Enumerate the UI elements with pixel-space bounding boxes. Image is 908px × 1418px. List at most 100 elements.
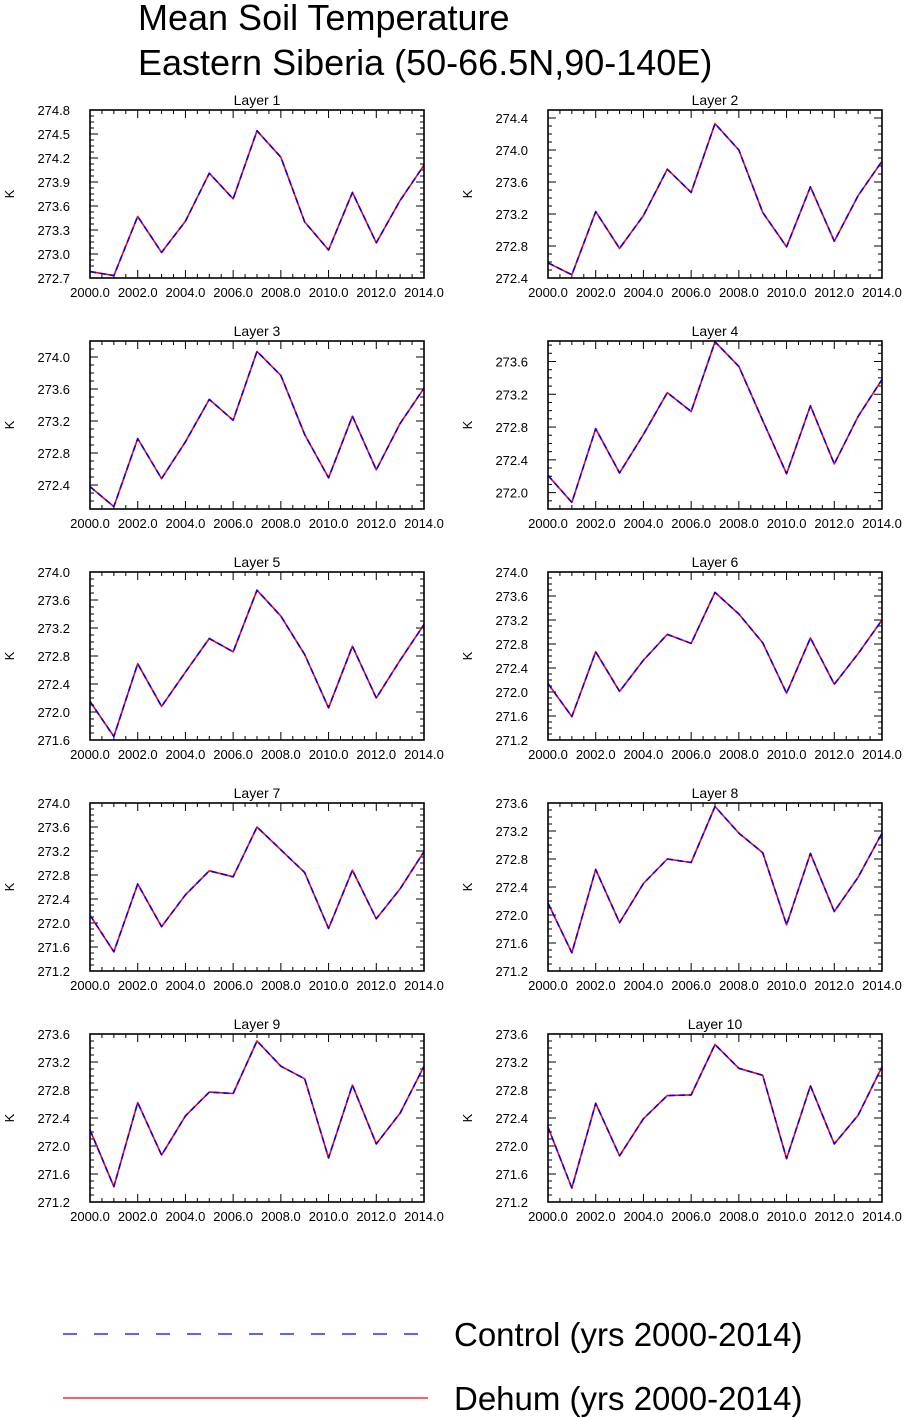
panel-layer-4: Layer 4 K 2000.0 2002.0 2004.0 2006.0 2008.0 20…: [460, 323, 902, 531]
control-series-line: [548, 805, 882, 954]
x-tick-label: 2010.0: [767, 747, 807, 762]
panel-layer-2: Layer 2 K 2000.0 2002.0 2004.0 2006.0 2008.0 20…: [460, 92, 902, 300]
x-tick-label: 2012.0: [814, 516, 854, 531]
y-tick-label: 272.8: [495, 1083, 528, 1098]
y-tick-label: 273.2: [495, 387, 528, 402]
control-series-line: [548, 122, 882, 276]
y-tick-label: 272.8: [37, 649, 70, 664]
dehum-series-line: [90, 589, 424, 738]
x-tick-label: 2012.0: [814, 747, 854, 762]
y-tick-label: 272.4: [495, 453, 528, 468]
y-tick-label: 274.0: [37, 350, 70, 365]
y-tick-label: 272.8: [37, 868, 70, 883]
x-tick-label: 2014.0: [404, 285, 444, 300]
x-tick-label: 2012.0: [814, 285, 854, 300]
dehum-series-line: [90, 1040, 424, 1188]
y-tick-label: 271.6: [495, 936, 528, 951]
x-tick-label: 2004.0: [624, 516, 664, 531]
x-tick-label: 2004.0: [624, 978, 664, 993]
x-tick-label: 2002.0: [576, 978, 616, 993]
x-tick-label: 2008.0: [719, 516, 759, 531]
x-tick-label: 2006.0: [213, 1209, 253, 1224]
y-tick-label: 271.2: [495, 964, 528, 979]
y-tick-label: 272.8: [495, 239, 528, 254]
y-tick-label: 273.6: [495, 589, 528, 604]
x-tick-label: 2012.0: [814, 978, 854, 993]
y-axis-label: K: [460, 882, 475, 891]
panels: Layer 1 K 2000.0 2002.0 2004.0 2006.0 2008.0 20…: [2, 92, 902, 1224]
x-tick-label: 2010.0: [309, 1209, 349, 1224]
panel-layer-3: Layer 3 K 2000.0 2002.0 2004.0 2006.0 2008.0 20…: [2, 323, 444, 531]
plot-frame: [89, 802, 425, 972]
dehum-series-line: [548, 122, 882, 276]
x-tick-label: 2006.0: [213, 978, 253, 993]
panel-title: Layer 1: [234, 92, 281, 108]
y-tick-label: 273.6: [37, 382, 70, 397]
y-tick-label: 273.3: [37, 223, 70, 238]
y-tick-label: 273.6: [37, 593, 70, 608]
control-series-line: [90, 826, 424, 953]
y-tick-label: 273.2: [37, 621, 70, 636]
x-tick-label: 2008.0: [719, 978, 759, 993]
y-tick-label: 272.0: [495, 1139, 528, 1154]
x-tick-label: 2006.0: [213, 285, 253, 300]
y-tick-label: 272.4: [495, 1111, 528, 1126]
x-tick-label: 2012.0: [814, 1209, 854, 1224]
x-tick-label: 2014.0: [862, 978, 902, 993]
x-tick-label: 2006.0: [671, 285, 711, 300]
y-tick-label: 271.6: [495, 709, 528, 724]
y-tick-label: 274.0: [495, 143, 528, 158]
y-tick-label: 273.6: [495, 175, 528, 190]
y-tick-label: 272.8: [37, 1083, 70, 1098]
legend-dehum-label: Dehum (yrs 2000-2014): [454, 1380, 803, 1417]
control-series-line: [548, 1043, 882, 1189]
x-tick-label: 2000.0: [70, 285, 110, 300]
y-axis-label: K: [460, 189, 475, 198]
panel-title: Layer 4: [692, 323, 739, 339]
y-axis-label: K: [2, 651, 17, 660]
x-tick-label: 2002.0: [576, 516, 616, 531]
x-tick-label: 2006.0: [671, 1209, 711, 1224]
y-tick-label: 272.0: [495, 685, 528, 700]
y-tick-label: 273.2: [495, 824, 528, 839]
x-tick-label: 2012.0: [356, 516, 396, 531]
panel-title: Layer 2: [692, 92, 739, 108]
figure-title-line-2: Eastern Siberia (50-66.5N,90-140E): [138, 42, 712, 83]
x-tick-label: 2010.0: [767, 978, 807, 993]
dehum-series-line: [548, 341, 882, 504]
x-tick-label: 2010.0: [309, 978, 349, 993]
x-tick-label: 2004.0: [166, 978, 206, 993]
y-tick-label: 271.2: [37, 964, 70, 979]
x-tick-label: 2012.0: [356, 747, 396, 762]
x-tick-label: 2006.0: [213, 516, 253, 531]
y-tick-label: 272.8: [495, 852, 528, 867]
y-axis-label: K: [2, 882, 17, 891]
y-tick-label: 272.0: [495, 486, 528, 501]
x-tick-label: 2004.0: [166, 1209, 206, 1224]
dehum-series-line: [548, 805, 882, 954]
panel-layer-5: Layer 5 K 2000.0 2002.0 2004.0 2006.0 2008.0 20…: [2, 554, 444, 762]
plot-frame: [89, 109, 425, 279]
x-tick-label: 2010.0: [767, 285, 807, 300]
figure-title-line-1: Mean Soil Temperature: [138, 0, 510, 38]
panel-title: Layer 5: [234, 554, 281, 570]
x-tick-label: 2004.0: [166, 285, 206, 300]
x-tick-label: 2012.0: [356, 285, 396, 300]
x-tick-label: 2000.0: [528, 1209, 568, 1224]
control-series-line: [90, 130, 424, 277]
y-axis-label: K: [2, 1113, 17, 1122]
y-tick-label: 273.2: [495, 1055, 528, 1070]
x-tick-label: 2014.0: [862, 747, 902, 762]
x-tick-label: 2008.0: [261, 1209, 301, 1224]
y-tick-label: 272.4: [495, 271, 528, 286]
y-tick-label: 272.0: [37, 1139, 70, 1154]
x-tick-label: 2008.0: [719, 285, 759, 300]
panel-layer-7: Layer 7 K 2000.0 2002.0 2004.0 2006.0 2008.0 20…: [2, 785, 444, 993]
x-tick-label: 2000.0: [70, 516, 110, 531]
y-tick-label: 272.8: [495, 637, 528, 652]
x-tick-label: 2010.0: [767, 516, 807, 531]
y-tick-label: 272.0: [495, 908, 528, 923]
control-series-line: [90, 1040, 424, 1188]
y-tick-label: 272.4: [37, 892, 70, 907]
